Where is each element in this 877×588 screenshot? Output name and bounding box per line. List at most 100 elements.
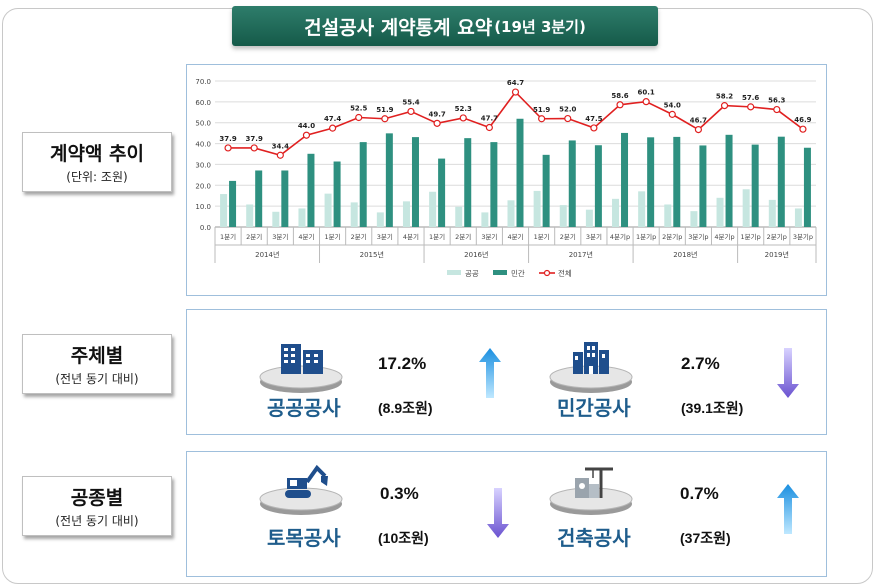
y-tick-label: 70.0: [195, 78, 211, 86]
y-tick-label: 20.0: [195, 182, 211, 190]
bar-public: [481, 212, 489, 227]
data-label-total: 47.7: [481, 115, 498, 123]
point-total: [668, 110, 676, 118]
point-total: [485, 123, 493, 132]
y-tick-label: 10.0: [195, 203, 211, 211]
x-tick-label: 3분기: [272, 232, 288, 241]
entity-panel: 17.2% 공공공사 (8.9조원) 2.7% 민간공사 (39.1조원): [186, 309, 827, 435]
data-label-total: 57.6: [742, 94, 759, 102]
year-group-label: 2018년: [673, 250, 697, 259]
y-tick-label: 0.0: [200, 224, 211, 232]
trend-unit: (단위: 조원): [66, 170, 128, 184]
public-amount: (8.9조원): [378, 400, 433, 416]
point-total: [564, 114, 572, 123]
data-label-total: 52.3: [455, 105, 472, 113]
y-tick-label: 60.0: [195, 99, 211, 107]
x-tick-label: 4분기p: [610, 232, 630, 241]
legend-swatch-public: [447, 270, 461, 275]
bar-public: [350, 202, 358, 227]
year-group-label: 2017년: [569, 250, 593, 259]
data-label-total: 47.5: [585, 115, 602, 123]
entity-section-label: 주체별 (전년 동기 대비): [22, 334, 172, 394]
x-tick-label: 1분기: [220, 232, 236, 241]
x-tick-label: 1분기: [325, 232, 341, 241]
x-tick-label: 4분기: [298, 232, 314, 241]
data-label-total: 37.9: [246, 135, 263, 143]
bar-public: [664, 204, 672, 227]
point-total: [773, 105, 781, 114]
point-total: [459, 114, 467, 122]
point-total: [616, 101, 624, 109]
bar-private: [281, 170, 289, 227]
point-total: [355, 113, 363, 122]
data-label-total: 49.7: [428, 110, 445, 118]
bar-private: [385, 133, 393, 227]
bar-public: [429, 191, 437, 227]
bar-private: [751, 144, 759, 227]
point-total: [250, 144, 258, 152]
point-total: [799, 125, 807, 133]
legend-marker-total: [543, 269, 551, 277]
legend-label-total: 전체: [558, 268, 572, 278]
contract-trend-chart: 0.0 10.0 20.0 30.0 40.0 50.0 60.0 70.0 2014년 2015…: [195, 78, 817, 278]
point-total: [720, 102, 729, 110]
bar-public: [246, 204, 254, 227]
down-arrow-icon: [487, 488, 509, 538]
bar-private: [490, 142, 498, 227]
up-arrow-icon: [777, 484, 799, 534]
year-group-label: 2016년: [464, 250, 488, 259]
bar-private: [621, 132, 629, 227]
x-tick-label: 2분기: [560, 232, 576, 241]
bar-private: [542, 154, 550, 227]
bar-public: [585, 209, 593, 227]
bar-private: [229, 180, 237, 227]
bar-private: [307, 153, 315, 227]
data-label-total: 55.4: [402, 98, 419, 106]
bar-private: [516, 118, 524, 227]
type-section-label: 공종별 (전년 동기 대비): [22, 476, 172, 536]
data-label-total: 52.0: [559, 106, 576, 114]
data-label-total: 54.0: [664, 101, 681, 109]
bar-private: [438, 158, 446, 227]
x-tick-label: 1분기p: [741, 232, 761, 241]
trend-section-label: 계약액 추이 (단위: 조원): [22, 132, 172, 192]
public-label: 공공공사: [267, 396, 341, 420]
up-arrow-icon: [479, 348, 501, 398]
title-sub: (19년 3분기): [494, 17, 586, 36]
x-tick-label: 1분기p: [636, 232, 656, 241]
bar-private: [255, 170, 263, 227]
type-panel: 0.3% 토목공사 (10조원) 0.7% 건축공사 (37조원): [186, 451, 827, 577]
bar-private: [699, 145, 707, 227]
type-label: 공종별: [70, 487, 124, 509]
bar-private: [725, 134, 733, 227]
data-label-total: 46.7: [690, 117, 707, 125]
year-group-label: 2014년: [255, 250, 279, 259]
civil-label: 토목공사: [267, 526, 341, 550]
page-title: 건설공사 계약통계 요약 (19년 3분기): [232, 6, 658, 46]
bar-public: [272, 211, 280, 227]
data-label-total: 46.9: [794, 116, 811, 124]
x-tick-label: 1분기: [429, 232, 445, 241]
y-tick-label: 40.0: [195, 141, 211, 149]
public-change: 17.2%: [378, 354, 427, 373]
point-total: [642, 98, 650, 106]
title-main: 건설공사 계약통계 요약: [304, 16, 493, 39]
entity-label: 주체별: [70, 345, 124, 367]
bar-public: [794, 208, 802, 227]
bar-private: [803, 147, 811, 227]
point-total: [302, 131, 311, 139]
type-sub: (전년 동기 대비): [55, 514, 139, 528]
point-total: [590, 124, 598, 132]
year-group-label: 2015년: [360, 250, 384, 259]
civil-change: 0.3%: [380, 484, 419, 503]
pedestal: [259, 487, 343, 515]
private-change: 2.7%: [681, 354, 720, 373]
point-total: [511, 88, 520, 96]
bar-private: [647, 137, 655, 227]
point-total: [538, 115, 546, 123]
x-tick-label: 2분기: [351, 232, 367, 241]
bar-private: [411, 137, 419, 227]
data-label-total: 37.9: [219, 135, 236, 143]
bar-private: [464, 138, 472, 227]
down-arrow-icon: [777, 348, 799, 398]
